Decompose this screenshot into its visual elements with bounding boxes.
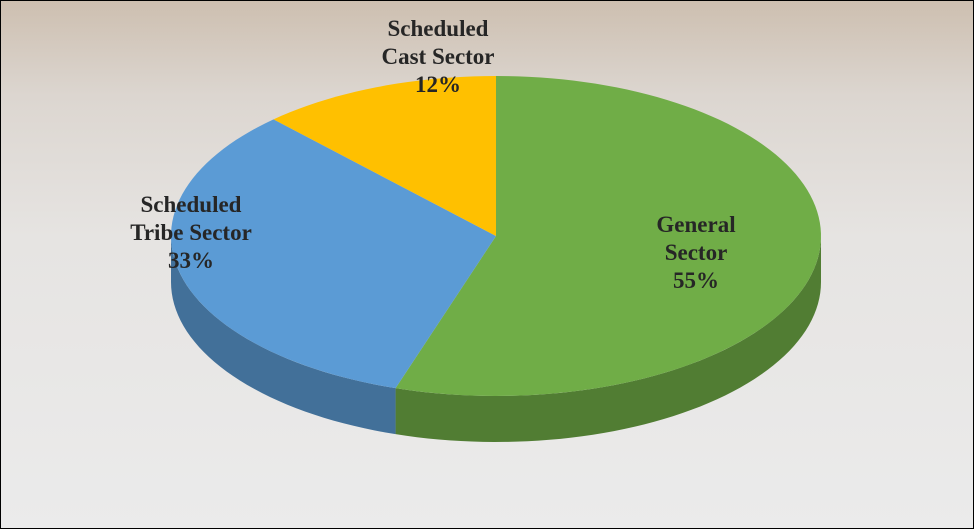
category-label: Scheduled Tribe Sector: [96, 191, 286, 247]
chart: General Sector55% Scheduled Tribe Sector3…: [0, 0, 974, 529]
category-label: General Sector: [601, 211, 791, 267]
category-label: Scheduled Cast Sector: [343, 15, 533, 71]
value-label: 33%: [168, 248, 214, 273]
value-label: 55%: [673, 268, 719, 293]
value-label: 12%: [415, 72, 461, 97]
